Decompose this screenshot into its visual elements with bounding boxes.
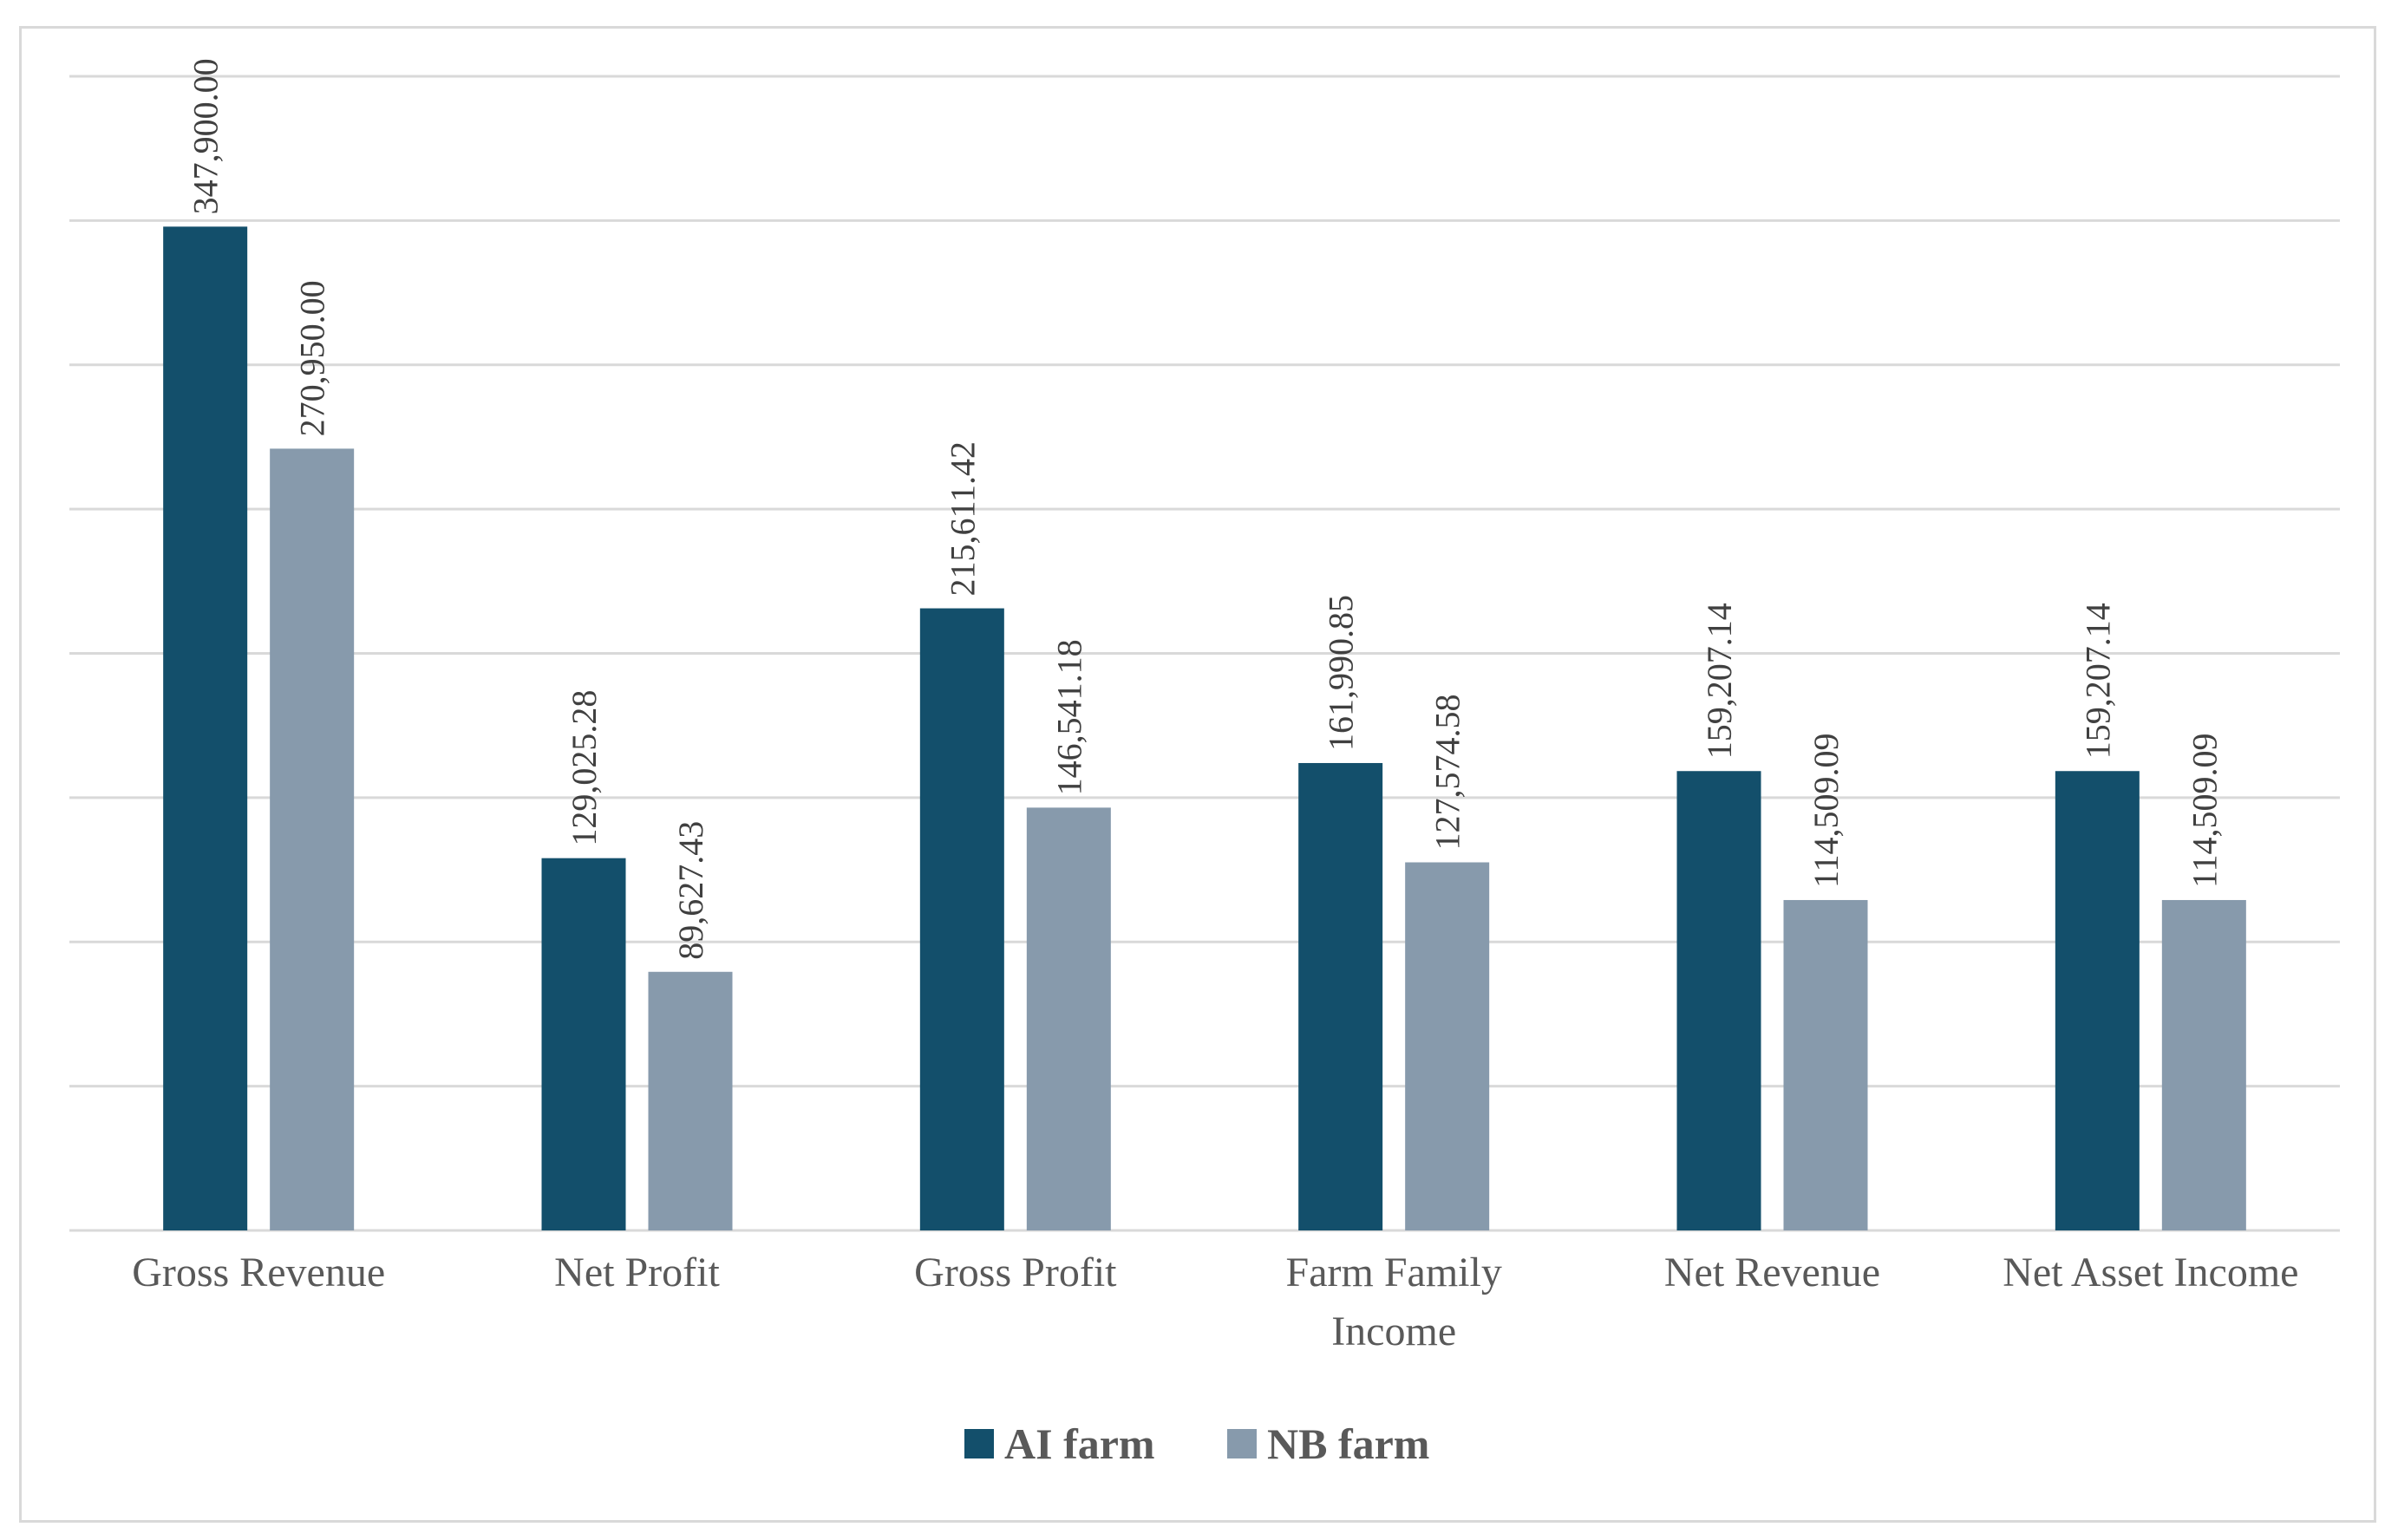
data-label: 159,207.14 [2078,603,2117,759]
category-label: Net Revenue [1664,1250,1880,1295]
category-label: Gross Revenue [132,1250,385,1295]
category-label: Net Profit [554,1250,720,1295]
category-label: Gross Profit [914,1250,1117,1295]
data-label: 129,025.28 [565,690,604,846]
bar-ai-farm [2055,771,2140,1230]
bar-nb-farm [1783,899,1868,1230]
data-label: 114,509.09 [1807,733,1846,888]
data-label: 127,574.58 [1428,694,1467,850]
bars [163,226,2246,1230]
legend: AI farm NB farm [964,1419,1429,1468]
data-label: 146,541.18 [1049,639,1088,795]
category-label: Net Asset Income [2003,1250,2298,1295]
data-labels: 347,900.00 270,950.00 129,025.28 89,627.43 2… [186,58,2225,959]
gridlines [69,75,2340,1232]
category-label: Farm Family Income [1286,1250,1502,1354]
data-label: 159,207.14 [1700,603,1739,759]
bar-nb-farm [1026,807,1111,1230]
bar-ai-farm [919,608,1004,1230]
bar-ai-farm [541,858,626,1230]
bar-chart: 347,900.00 270,950.00 129,025.28 89,627.43 2… [69,58,2340,1468]
bar-nb-farm [648,971,733,1230]
legend-swatch-ai-farm [964,1429,994,1458]
data-label: 161,990.85 [1322,595,1361,751]
chart-frame: 347,900.00 270,950.00 129,025.28 89,627.43 2… [19,26,2376,1523]
category-labels: Gross Revenue Net Profit Gross Profit Farm … [132,1250,2298,1354]
data-label: 270,950.00 [293,280,332,436]
bar-nb-farm [270,448,355,1230]
data-label: 89,627.43 [671,821,710,960]
legend-label-nb-farm: NB farm [1267,1419,1429,1468]
data-label: 114,509.09 [2185,733,2224,888]
bar-nb-farm [1405,862,1490,1230]
legend-label-ai-farm: AI farm [1004,1419,1155,1468]
bar-ai-farm [1298,762,1383,1230]
data-label: 215,611.42 [943,441,982,597]
bar-ai-farm [1676,771,1761,1230]
legend-swatch-nb-farm [1227,1429,1257,1458]
bar-ai-farm [163,226,248,1230]
data-label: 347,900.00 [186,58,225,214]
bar-nb-farm [2161,899,2246,1230]
